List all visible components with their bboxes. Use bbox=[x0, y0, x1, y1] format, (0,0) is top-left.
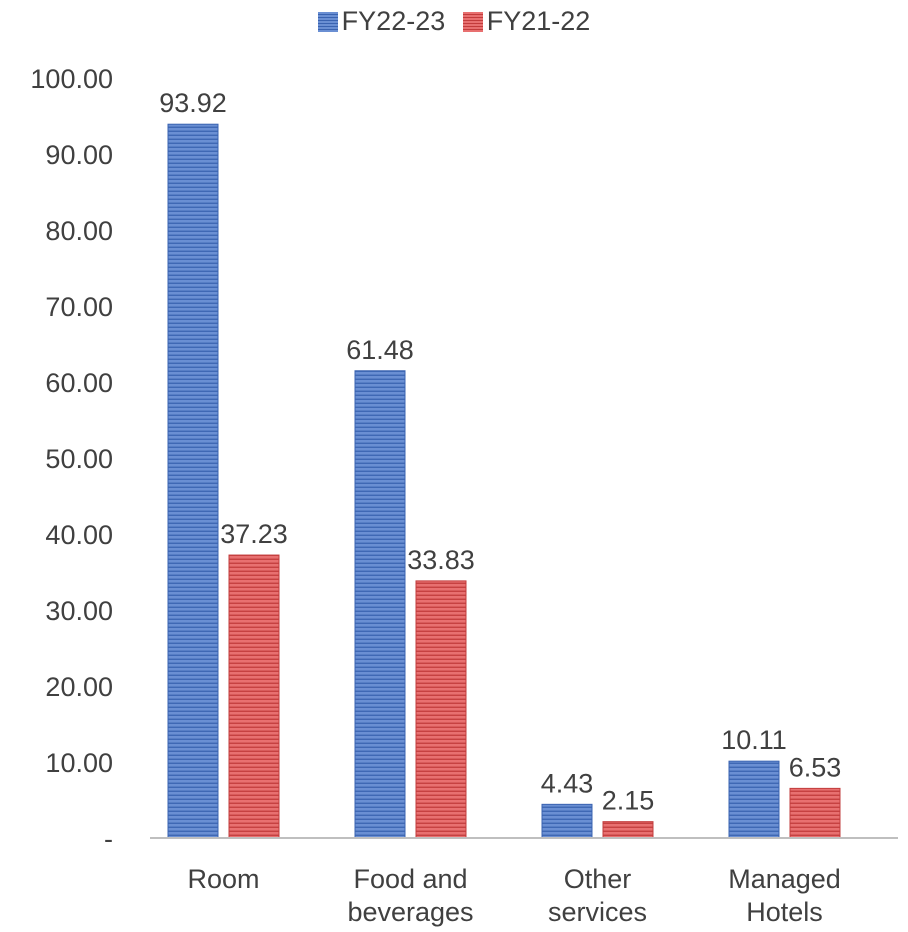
chart-legend: FY22-23 FY21-22 bbox=[0, 6, 908, 39]
bar-fy22-23-other-services bbox=[541, 803, 593, 839]
x-axis: Room Food and beverages Other services Manage… bbox=[150, 837, 898, 927]
y-tick-label: 100.00 bbox=[30, 64, 113, 94]
bar-fy21-22-room bbox=[228, 554, 280, 839]
bar-fy22-23-room bbox=[167, 123, 219, 839]
y-tick-label: 50.00 bbox=[45, 444, 113, 474]
data-label-fy22-23-food-and-beverages: 61.48 bbox=[346, 335, 414, 365]
x-tick-label-managed-hotels: Managed Hotels bbox=[728, 864, 841, 927]
y-tick-label: 30.00 bbox=[45, 596, 113, 626]
y-tick-label: 80.00 bbox=[45, 216, 113, 246]
x-tick-label-other-services: Other services bbox=[548, 864, 647, 927]
legend-swatch-fy21-22 bbox=[462, 11, 483, 32]
data-label-fy22-23-managed-hotels: 10.11 bbox=[721, 725, 787, 755]
y-tick-label: 10.00 bbox=[45, 748, 113, 778]
x-tick-label-food-and-beverages: Food and beverages bbox=[347, 864, 473, 927]
bars: 93.92 37.23 61.48 33.83 4.43 2.15 10.116.53 bbox=[159, 88, 842, 839]
data-label-fy21-22-food-and-beverages: 33.83 bbox=[407, 545, 475, 575]
data-label-fy22-23-other-services: 4.43 bbox=[541, 768, 594, 798]
bar-fy21-22-food-and-beverages bbox=[415, 580, 467, 839]
data-label-fy21-22-room: 37.23 bbox=[220, 519, 288, 549]
bar-fy21-22-managed-hotels bbox=[789, 787, 841, 839]
legend-swatch-fy22-23 bbox=[317, 11, 338, 32]
y-tick-label: 60.00 bbox=[45, 368, 113, 398]
legend-label-fy22-23: FY22-23 bbox=[341, 6, 446, 36]
bar-fy22-23-managed-hotels bbox=[728, 760, 780, 839]
legend-item-fy21-22: FY21-22 bbox=[462, 6, 591, 37]
bar-fy21-22-other-services bbox=[602, 821, 654, 839]
y-tick-label: 20.00 bbox=[45, 672, 113, 702]
y-axis: - 10.00 20.00 30.00 40.00 50.00 60.00 70.00 80.0… bbox=[30, 64, 113, 854]
x-tick-label-room: Room bbox=[187, 864, 259, 894]
legend-label-fy21-22: FY21-22 bbox=[486, 6, 591, 36]
bar-fy22-23-food-and-beverages bbox=[354, 370, 406, 839]
legend-item-fy22-23: FY22-23 bbox=[317, 6, 446, 37]
y-tick-label: 40.00 bbox=[45, 520, 113, 550]
data-label-fy21-22-managed-hotels: 6.53 bbox=[789, 752, 842, 782]
y-tick-label: 90.00 bbox=[45, 140, 113, 170]
data-label-fy21-22-other-services: 2.15 bbox=[602, 786, 655, 816]
data-label-fy22-23-room: 93.92 bbox=[159, 88, 227, 118]
y-tick-label: 70.00 bbox=[45, 292, 113, 322]
y-tick-label: - bbox=[104, 824, 113, 854]
